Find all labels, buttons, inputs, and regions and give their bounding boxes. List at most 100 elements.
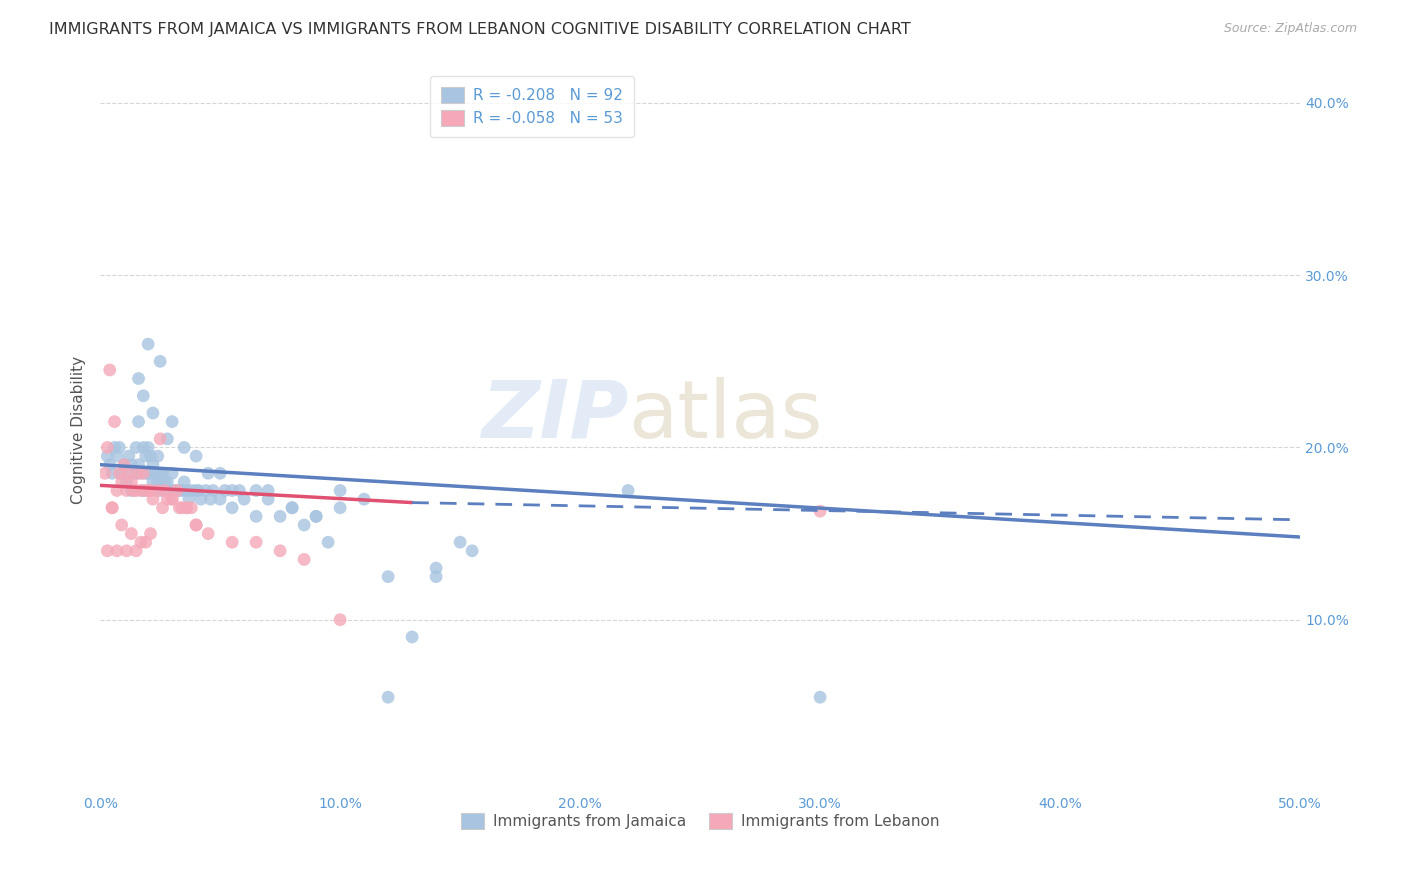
Point xyxy=(115,483,138,498)
Point xyxy=(142,458,165,472)
Point xyxy=(209,492,232,507)
Point xyxy=(96,449,118,463)
Point xyxy=(170,500,193,515)
Point xyxy=(156,492,179,507)
Point xyxy=(180,500,202,515)
Point xyxy=(146,475,169,489)
Point xyxy=(449,535,471,549)
Point xyxy=(152,500,174,515)
Point xyxy=(129,483,152,498)
Point xyxy=(125,544,148,558)
Point xyxy=(111,475,134,489)
Point xyxy=(96,441,118,455)
Point xyxy=(166,483,188,498)
Point xyxy=(425,569,447,583)
Point xyxy=(329,483,352,498)
Point xyxy=(125,441,148,455)
Point xyxy=(143,467,166,481)
Point xyxy=(146,483,169,498)
Point xyxy=(136,441,159,455)
Point xyxy=(160,415,183,429)
Point xyxy=(149,432,172,446)
Point xyxy=(200,492,222,507)
Point xyxy=(132,389,155,403)
Point xyxy=(152,467,174,481)
Point xyxy=(120,458,142,472)
Point xyxy=(160,492,183,507)
Point xyxy=(329,500,352,515)
Point xyxy=(120,526,142,541)
Point xyxy=(101,500,124,515)
Point xyxy=(136,337,159,351)
Point xyxy=(173,441,195,455)
Point xyxy=(149,354,172,368)
Point xyxy=(228,483,250,498)
Point xyxy=(184,449,207,463)
Point xyxy=(221,483,243,498)
Point xyxy=(122,483,145,498)
Point xyxy=(111,467,134,481)
Point xyxy=(245,483,267,498)
Point xyxy=(292,518,315,533)
Point xyxy=(257,483,280,498)
Point xyxy=(281,500,304,515)
Point xyxy=(184,483,207,498)
Point xyxy=(169,483,191,498)
Point xyxy=(128,371,150,385)
Point xyxy=(132,483,155,498)
Point xyxy=(101,467,124,481)
Point xyxy=(269,544,291,558)
Point xyxy=(197,467,219,481)
Point xyxy=(149,483,172,498)
Point xyxy=(135,467,157,481)
Point xyxy=(111,518,134,533)
Point xyxy=(142,492,165,507)
Point xyxy=(98,458,121,472)
Point xyxy=(245,535,267,549)
Point xyxy=(221,535,243,549)
Point xyxy=(170,483,193,498)
Point xyxy=(176,483,198,498)
Text: ZIP: ZIP xyxy=(481,376,628,455)
Point xyxy=(128,467,150,481)
Point xyxy=(108,467,131,481)
Point xyxy=(201,483,224,498)
Point xyxy=(281,500,304,515)
Point xyxy=(156,475,179,489)
Point xyxy=(292,552,315,566)
Point xyxy=(105,483,128,498)
Point xyxy=(214,483,236,498)
Point xyxy=(316,535,339,549)
Point xyxy=(425,561,447,575)
Point xyxy=(177,492,200,507)
Point xyxy=(233,492,256,507)
Point xyxy=(103,441,125,455)
Point xyxy=(461,544,484,558)
Point xyxy=(136,467,159,481)
Point xyxy=(377,569,399,583)
Point xyxy=(176,500,198,515)
Point xyxy=(269,509,291,524)
Point xyxy=(146,449,169,463)
Point xyxy=(120,475,142,489)
Point xyxy=(377,690,399,705)
Text: Source: ZipAtlas.com: Source: ZipAtlas.com xyxy=(1223,22,1357,36)
Point xyxy=(149,467,172,481)
Point xyxy=(245,509,267,524)
Point xyxy=(105,449,128,463)
Point xyxy=(142,406,165,420)
Point xyxy=(159,483,181,498)
Point xyxy=(401,630,423,644)
Point xyxy=(136,483,159,498)
Point xyxy=(112,458,135,472)
Point xyxy=(118,449,141,463)
Point xyxy=(135,483,157,498)
Point xyxy=(329,613,352,627)
Point xyxy=(139,483,162,498)
Point xyxy=(184,518,207,533)
Point xyxy=(305,509,328,524)
Point xyxy=(125,467,148,481)
Point xyxy=(305,509,328,524)
Point xyxy=(176,500,198,515)
Point xyxy=(153,483,176,498)
